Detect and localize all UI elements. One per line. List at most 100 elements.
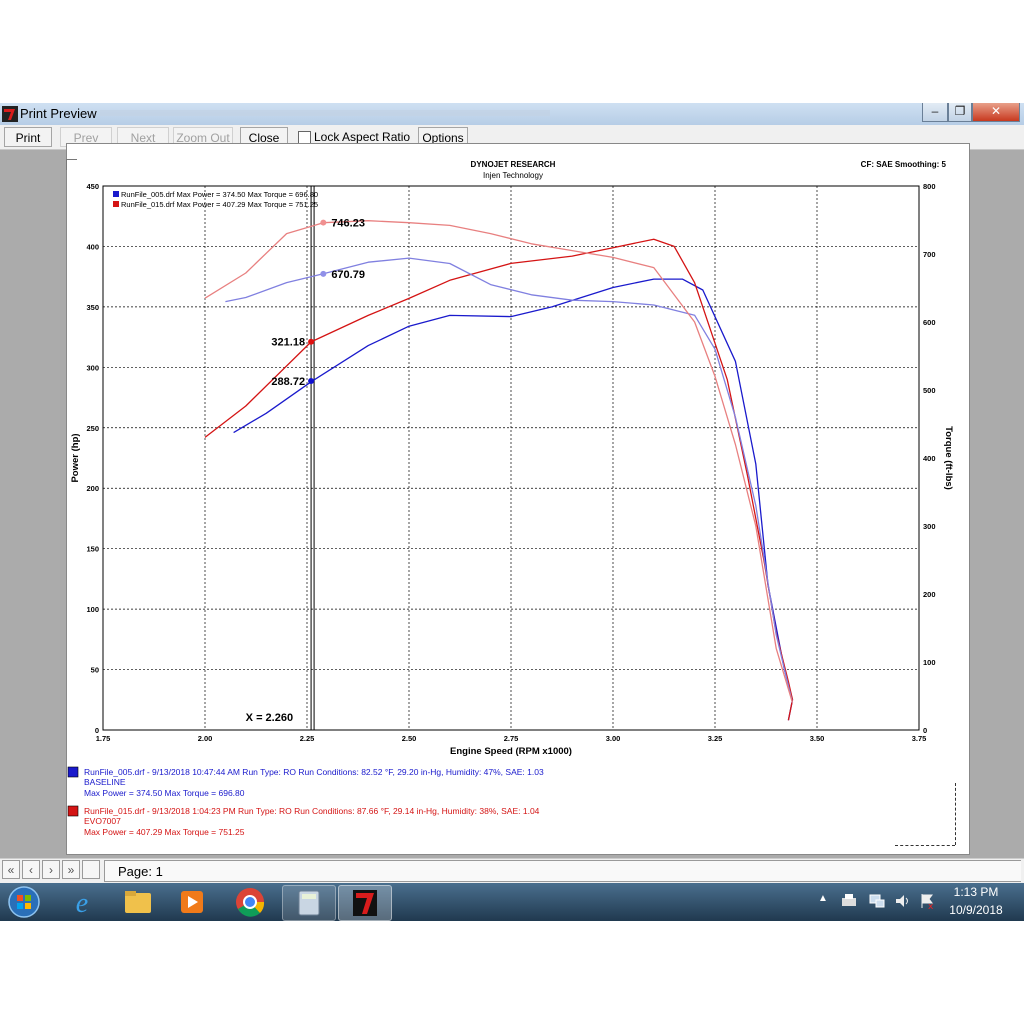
marker-value-label: 288.72 bbox=[271, 376, 305, 388]
marker-value-label: 746.23 bbox=[331, 218, 365, 230]
y-tick-label: 400 bbox=[86, 242, 99, 251]
crop-mark bbox=[955, 783, 956, 845]
data-point-marker bbox=[308, 338, 315, 345]
report-company: DYNOJET RESEARCH bbox=[471, 160, 556, 169]
x-tick-label: 3.25 bbox=[708, 734, 723, 743]
run-info-name: BASELINE bbox=[84, 777, 126, 787]
last-page-button[interactable]: » bbox=[62, 860, 80, 879]
minimize-button[interactable]: ‒ bbox=[922, 103, 948, 122]
options-button[interactable]: Options bbox=[418, 127, 468, 147]
series-line-torque-2 bbox=[225, 257, 794, 703]
report-subtitle: Injen Technology bbox=[483, 171, 543, 180]
dyno-report: DYNOJET RESEARCH Injen Technology CF: SA… bbox=[67, 160, 954, 837]
y2-tick-label: 400 bbox=[923, 454, 936, 463]
chrome-icon[interactable] bbox=[230, 885, 270, 919]
y-tick-label: 150 bbox=[86, 545, 99, 554]
prev-page-button[interactable]: ‹ bbox=[22, 860, 40, 879]
lock-aspect-label[interactable]: Lock Aspect Ratio bbox=[314, 130, 411, 144]
start-orb-icon[interactable] bbox=[4, 885, 44, 919]
crop-mark bbox=[895, 845, 955, 846]
next-page-button[interactable]: › bbox=[42, 860, 60, 879]
y2-tick-label: 200 bbox=[923, 590, 936, 599]
y-tick-label: 300 bbox=[86, 363, 99, 372]
marker-value-label: 321.18 bbox=[271, 337, 305, 349]
y-tick-label: 50 bbox=[91, 666, 99, 675]
x-tick-label: 2.50 bbox=[402, 734, 417, 743]
dynojet-app-icon bbox=[2, 106, 18, 122]
y-axis-label: Power (hp) bbox=[70, 433, 81, 482]
x-tick-label: 2.00 bbox=[198, 734, 213, 743]
y-tick-label: 100 bbox=[86, 605, 99, 614]
legend-swatch bbox=[113, 201, 119, 207]
legend-entry: RunFile_015.drf Max Power = 407.29 Max T… bbox=[121, 200, 318, 209]
run-info-line: RunFile_005.drf - 9/13/2018 10:47:44 AM … bbox=[84, 767, 544, 777]
first-page-button[interactable]: « bbox=[2, 860, 20, 879]
y2-axis-label: Torque (ft-lbs) bbox=[943, 426, 954, 490]
page-indicator: Page: 1 bbox=[118, 864, 163, 879]
print-button[interactable]: Print bbox=[4, 127, 52, 147]
x-tick-label: 3.75 bbox=[912, 734, 927, 743]
run-info-line: RunFile_015.drf - 9/13/2018 1:04:23 PM R… bbox=[84, 806, 540, 816]
action-center-flag-icon[interactable]: x bbox=[918, 892, 936, 910]
media-player-icon[interactable] bbox=[172, 885, 212, 919]
network-icon[interactable] bbox=[868, 892, 886, 910]
volume-icon[interactable] bbox=[894, 892, 912, 910]
y-tick-label: 350 bbox=[86, 303, 99, 312]
desktop-screen: Print Preview ‒ ❐ ✕ Print Prev Next Zoom… bbox=[0, 103, 1024, 921]
restore-button[interactable]: ❐ bbox=[948, 103, 972, 122]
x-axis-label: Engine Speed (RPM x1000) bbox=[450, 746, 572, 757]
x-tick-label: 2.75 bbox=[504, 734, 519, 743]
x-tick-label: 3.00 bbox=[606, 734, 621, 743]
x-tick-label: 3.50 bbox=[810, 734, 825, 743]
data-point-marker bbox=[320, 219, 327, 226]
data-point-marker bbox=[320, 270, 327, 277]
calculator-taskbar-button[interactable] bbox=[282, 885, 336, 921]
y2-tick-label: 800 bbox=[923, 182, 936, 191]
show-hidden-icons-icon[interactable]: ▲ bbox=[818, 893, 828, 904]
calculator-icon bbox=[298, 890, 320, 916]
x-tick-label: 1.75 bbox=[96, 734, 111, 743]
marker-value-label: 670.79 bbox=[331, 269, 365, 281]
cursor-readout: X = 2.260 bbox=[246, 712, 293, 724]
status-bar: « ‹ › » Page: 1 bbox=[0, 858, 1024, 884]
close-window-button[interactable]: ✕ bbox=[972, 103, 1020, 122]
page-setup-icon[interactable] bbox=[82, 860, 100, 879]
dynojet-app-icon bbox=[353, 890, 377, 916]
data-point-marker bbox=[308, 377, 315, 384]
crop-mark bbox=[66, 159, 77, 170]
legend-entry: RunFile_005.drf Max Power = 374.50 Max T… bbox=[121, 190, 318, 199]
y2-tick-label: 100 bbox=[923, 658, 936, 667]
svg-text:x: x bbox=[928, 902, 934, 910]
y2-tick-label: 600 bbox=[923, 318, 936, 327]
y-tick-label: 450 bbox=[86, 182, 99, 191]
run-info-max: Max Power = 374.50 Max Torque = 696.80 bbox=[84, 788, 245, 798]
run-info-name: EVO7007 bbox=[84, 816, 121, 826]
file-explorer-icon[interactable] bbox=[118, 885, 158, 919]
run-info-evo7007: RunFile_015.drf - 9/13/2018 1:04:23 PM R… bbox=[67, 805, 540, 837]
blurred-title-text bbox=[100, 110, 550, 116]
y-tick-label: 250 bbox=[86, 424, 99, 433]
dynojet-taskbar-button[interactable] bbox=[338, 885, 392, 921]
window-titlebar: Print Preview ‒ ❐ ✕ bbox=[0, 103, 1024, 125]
y2-tick-label: 700 bbox=[923, 250, 936, 259]
svg-text:e: e bbox=[76, 888, 88, 919]
taskbar: e ▲ x 1:13 P bbox=[0, 883, 1024, 921]
report-cf: CF: SAE Smoothing: 5 bbox=[861, 160, 947, 169]
internet-explorer-icon[interactable]: e bbox=[62, 885, 102, 919]
y-tick-label: 0 bbox=[95, 726, 99, 735]
y2-tick-label: 0 bbox=[923, 726, 927, 735]
clock-time[interactable]: 1:13 PM bbox=[953, 885, 999, 899]
legend-swatch bbox=[113, 191, 119, 197]
series-line-torque-3 bbox=[204, 220, 794, 703]
window-title: Print Preview bbox=[20, 106, 97, 121]
y2-tick-label: 300 bbox=[923, 522, 936, 531]
x-tick-label: 2.25 bbox=[300, 734, 315, 743]
y2-tick-label: 500 bbox=[923, 386, 936, 395]
y-tick-label: 200 bbox=[86, 484, 99, 493]
next-button[interactable]: Next bbox=[117, 127, 169, 147]
page-indicator-box bbox=[104, 860, 1021, 882]
run-info-baseline: RunFile_005.drf - 9/13/2018 10:47:44 AM … bbox=[67, 766, 544, 798]
printer-icon[interactable] bbox=[840, 892, 858, 910]
prev-button[interactable]: Prev bbox=[60, 127, 112, 147]
clock-date[interactable]: 10/9/2018 bbox=[949, 903, 1003, 917]
